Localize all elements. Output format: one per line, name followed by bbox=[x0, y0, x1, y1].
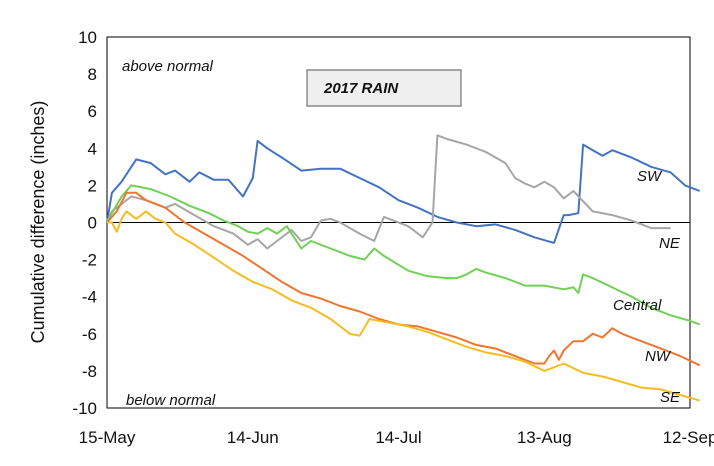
series-line-nw bbox=[106, 191, 701, 367]
x-tick-label: 13-Aug bbox=[517, 428, 572, 447]
series-label-nw: NW bbox=[645, 348, 672, 365]
series-lines bbox=[106, 134, 701, 402]
y-tick-label: 10 bbox=[78, 28, 97, 47]
title-box bbox=[306, 69, 462, 107]
series-label-sw: SW bbox=[637, 168, 663, 185]
x-tick-label: 14-Jul bbox=[375, 428, 421, 447]
series-line-sw bbox=[106, 139, 701, 244]
x-tick-label: 15-May bbox=[79, 428, 136, 447]
y-tick-label: 4 bbox=[88, 139, 97, 158]
y-tick-label: -8 bbox=[82, 362, 97, 381]
series-line-central bbox=[106, 184, 701, 326]
y-axis-title: Cumulative difference (inches) bbox=[28, 101, 48, 344]
y-tick-label: 2 bbox=[88, 176, 97, 195]
x-tick-labels: 15-May 14-Jun 14-Jul 13-Aug 12-Sep bbox=[79, 428, 714, 447]
x-tick-label: 14-Jun bbox=[227, 428, 279, 447]
annotation-below-normal: below normal bbox=[126, 392, 216, 409]
series-label-se: SE bbox=[660, 389, 681, 406]
y-tick-label: -2 bbox=[82, 251, 97, 270]
y-tick-label: 8 bbox=[88, 65, 97, 84]
y-tick-label: -10 bbox=[72, 399, 97, 418]
series-label-central: Central bbox=[613, 297, 662, 314]
annotation-above-normal: above normal bbox=[122, 58, 214, 75]
y-tick-label: 0 bbox=[88, 214, 97, 233]
series-line-ne bbox=[106, 134, 671, 250]
y-tick-labels: -10 -8 -6 -4 -2 0 2 4 6 8 10 bbox=[72, 28, 97, 418]
y-tick-label: -6 bbox=[82, 325, 97, 344]
chart-title: 2017 RAIN bbox=[323, 80, 399, 97]
y-tick-label: -4 bbox=[82, 288, 97, 307]
series-line-se bbox=[107, 210, 700, 402]
series-label-ne: NE bbox=[659, 235, 681, 252]
y-tick-label: 6 bbox=[88, 102, 97, 121]
x-tick-label: 12-Sep bbox=[663, 428, 714, 447]
